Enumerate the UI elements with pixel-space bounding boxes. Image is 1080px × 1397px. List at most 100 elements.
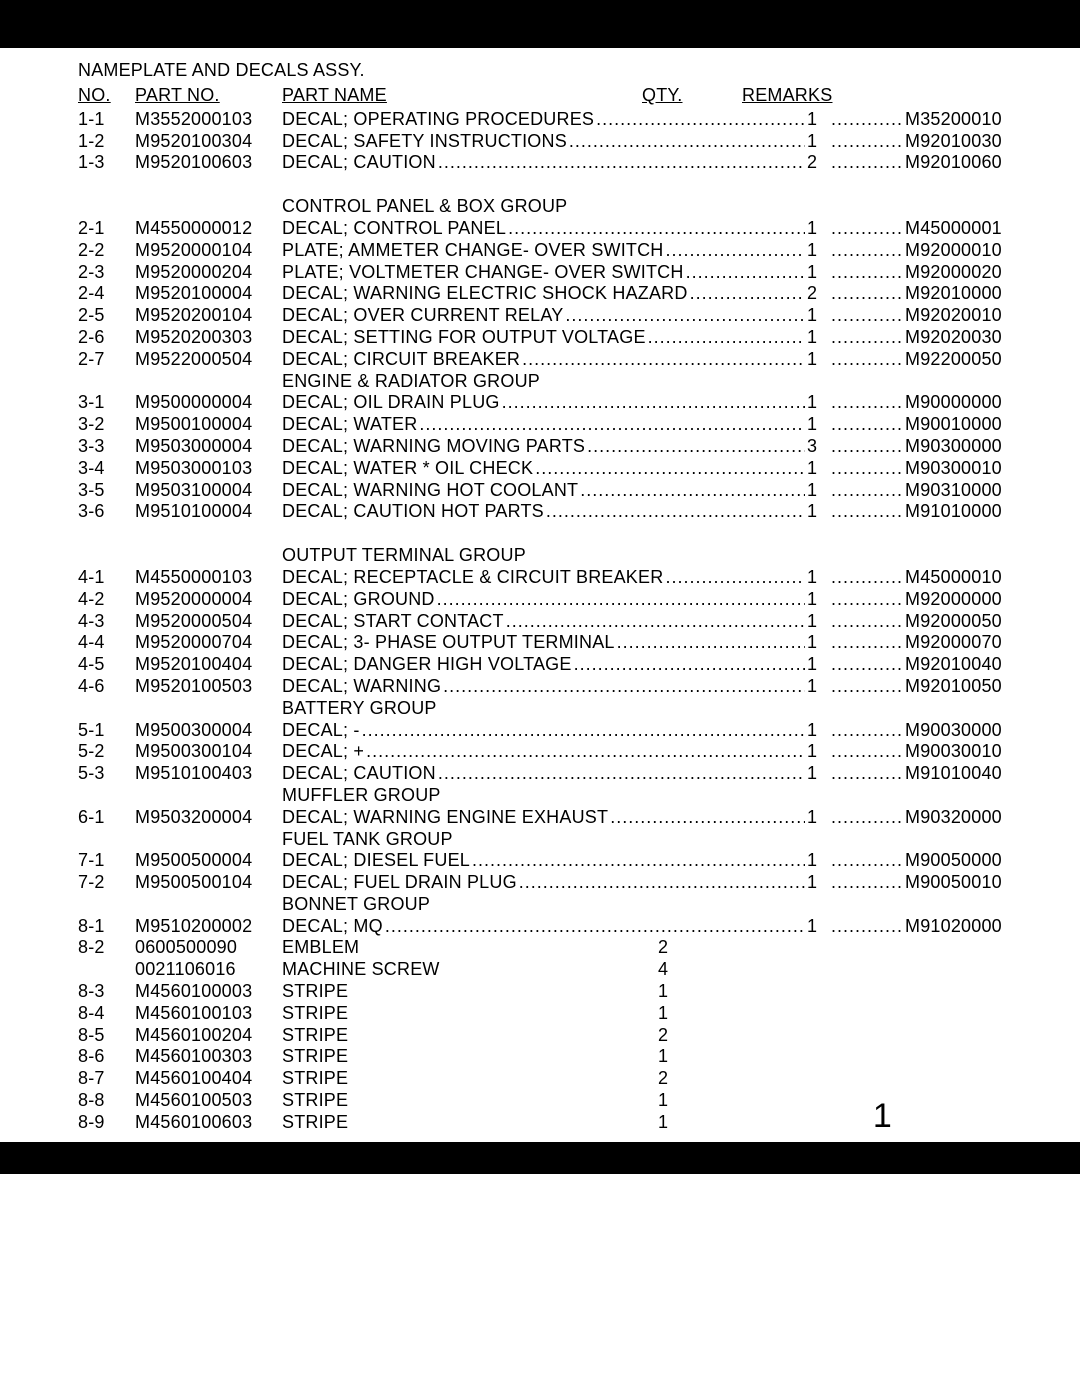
leader-dots: ........................................…	[831, 501, 903, 523]
cell-qty: 1	[807, 218, 829, 240]
cell-qty: 1	[807, 305, 829, 327]
leader-dots: ........................................…	[443, 676, 805, 698]
leader-dots: ........................................…	[565, 305, 805, 327]
cell-part-no: M9500300004	[135, 720, 282, 742]
cell-no: 2-5	[78, 305, 135, 327]
leader-dots: ........................................…	[665, 567, 805, 589]
leader-dots: ........................................…	[472, 850, 805, 872]
cell-no: 3-1	[78, 392, 135, 414]
group-title: BATTERY GROUP	[78, 698, 1010, 720]
table-row: 3-3M9503000004DECAL; WARNING MOVING PART…	[78, 436, 1010, 458]
cell-qty: 1	[807, 262, 829, 284]
cell-remarks: M90000000	[905, 392, 1010, 414]
cell-qty: 1	[807, 327, 829, 349]
cell-part-no: M9520000504	[135, 611, 282, 633]
cell-qty: 3	[807, 436, 829, 458]
leader-dots: ........................................…	[580, 480, 805, 502]
group-title: MUFFLER GROUP	[78, 785, 1010, 807]
cell-qty: 1	[807, 741, 829, 763]
table-row: 2-7M9522000504DECAL; CIRCUIT BREAKER....…	[78, 349, 1010, 371]
cell-qty: 1	[807, 916, 829, 938]
cell-qty: 1	[807, 240, 829, 262]
leader-dots: ........................................…	[362, 720, 805, 742]
cell-no: 2-7	[78, 349, 135, 371]
group-title-text: ENGINE & RADIATOR GROUP	[282, 371, 540, 393]
cell-remarks: M90300010	[905, 458, 1010, 480]
cell-part-no: M4560100103	[135, 1003, 282, 1025]
cell-remarks: M92000010	[905, 240, 1010, 262]
table-row: 7-2M9500500104DECAL; FUEL DRAIN PLUG....…	[78, 872, 1010, 894]
cell-qty: 2	[807, 283, 829, 305]
cell-name: DECAL; START CONTACT	[282, 611, 504, 633]
table-row: 0021106016MACHINE SCREW4	[78, 959, 1010, 981]
cell-no: 3-2	[78, 414, 135, 436]
cell-qty: 1	[807, 414, 829, 436]
cell-name: DECAL; FUEL DRAIN PLUG	[282, 872, 517, 894]
table-row: 3-2M9500100004DECAL; WATER..............…	[78, 414, 1010, 436]
cell-name: DECAL; WARNING HOT COOLANT	[282, 480, 578, 502]
leader-dots: ........................................…	[831, 850, 903, 872]
cell-part-no: M9520100503	[135, 676, 282, 698]
cell-qty: 1	[807, 131, 829, 153]
leader-dots: ........................................…	[831, 480, 903, 502]
table-row: 2-1M4550000012DECAL; CONTROL PANEL......…	[78, 218, 1010, 240]
group-title: OUTPUT TERMINAL GROUP	[78, 545, 1010, 567]
cell-no: 2-6	[78, 327, 135, 349]
cell-no: 1-1	[78, 109, 135, 131]
cell-remarks: M92000070	[905, 632, 1010, 654]
cell-remarks: M90010000	[905, 414, 1010, 436]
bottom-black-bar	[0, 1142, 1080, 1174]
cell-name: DECAL; WARNING MOVING PARTS	[282, 436, 585, 458]
cell-remarks: M45000001	[905, 218, 1010, 240]
table-row: 8-1M9510200002DECAL; MQ.................…	[78, 916, 1010, 938]
cell-name: DECAL; SAFETY INSTRUCTIONS	[282, 131, 567, 153]
table-row: 1-2M9520100304DECAL; SAFETY INSTRUCTIONS…	[78, 131, 1010, 153]
table-row: 4-2M9520000004DECAL; GROUND.............…	[78, 589, 1010, 611]
cell-part-no: M9500100004	[135, 414, 282, 436]
cell-no: 3-5	[78, 480, 135, 502]
group-title: FUEL TANK GROUP	[78, 829, 1010, 851]
cell-name: DECAL; CIRCUIT BREAKER	[282, 349, 520, 371]
cell-qty: 1	[807, 109, 829, 131]
parts-list: 1-1M3552000103DECAL; OPERATING PROCEDURE…	[78, 109, 1010, 1134]
cell-name: DECAL; CAUTION HOT PARTS	[282, 501, 544, 523]
cell-qty: 1	[658, 1003, 680, 1025]
cell-name: DECAL; WARNING	[282, 676, 441, 698]
leader-dots: ........................................…	[666, 240, 805, 262]
cell-qty: 1	[807, 654, 829, 676]
cell-remarks: M90030000	[905, 720, 1010, 742]
table-row: 4-6M9520100503DECAL; WARNING............…	[78, 676, 1010, 698]
table-row: 2-5M9520200104DECAL; OVER CURRENT RELAY.…	[78, 305, 1010, 327]
leader-dots: ........................................…	[831, 414, 903, 436]
cell-name: DECAL; -	[282, 720, 360, 742]
content-area: NAMEPLATE AND DECALS ASSY. NO. PART NO. …	[0, 48, 1080, 1134]
leader-dots: ........................................…	[831, 392, 903, 414]
cell-part-no: M9520200303	[135, 327, 282, 349]
cell-remarks: M90320000	[905, 807, 1010, 829]
cell-name: DECAL; SETTING FOR OUTPUT VOLTAGE	[282, 327, 646, 349]
group-title-text: BONNET GROUP	[282, 894, 430, 916]
table-row: 1-3M9520100603DECAL; CAUTION............…	[78, 152, 1010, 174]
cell-part-no: 0021106016	[135, 959, 282, 981]
cell-remarks: M90310000	[905, 480, 1010, 502]
leader-dots: ........................................…	[438, 152, 805, 174]
cell-qty: 4	[658, 959, 680, 981]
cell-qty: 1	[807, 850, 829, 872]
cell-no: 4-5	[78, 654, 135, 676]
table-row: 8-7M4560100404STRIPE2	[78, 1068, 1010, 1090]
cell-no: 5-3	[78, 763, 135, 785]
cell-part-no: M9520000004	[135, 589, 282, 611]
leader-dots: ........................................…	[508, 218, 805, 240]
cell-no: 6-1	[78, 807, 135, 829]
leader-dots: ........................................…	[831, 676, 903, 698]
table-row: 4-3M9520000504DECAL; START CONTACT......…	[78, 611, 1010, 633]
leader-dots: ........................................…	[831, 283, 903, 305]
cell-name: DECAL; CAUTION	[282, 763, 436, 785]
page-number: 1	[873, 1097, 892, 1136]
cell-part-no: M9520000104	[135, 240, 282, 262]
table-row: 2-4M9520100004DECAL; WARNING ELECTRIC SH…	[78, 283, 1010, 305]
cell-no: 2-3	[78, 262, 135, 284]
leader-dots: ........................................…	[519, 872, 805, 894]
table-row: 3-1M9500000004DECAL; OIL DRAIN PLUG.....…	[78, 392, 1010, 414]
leader-dots: ........................................…	[831, 741, 903, 763]
